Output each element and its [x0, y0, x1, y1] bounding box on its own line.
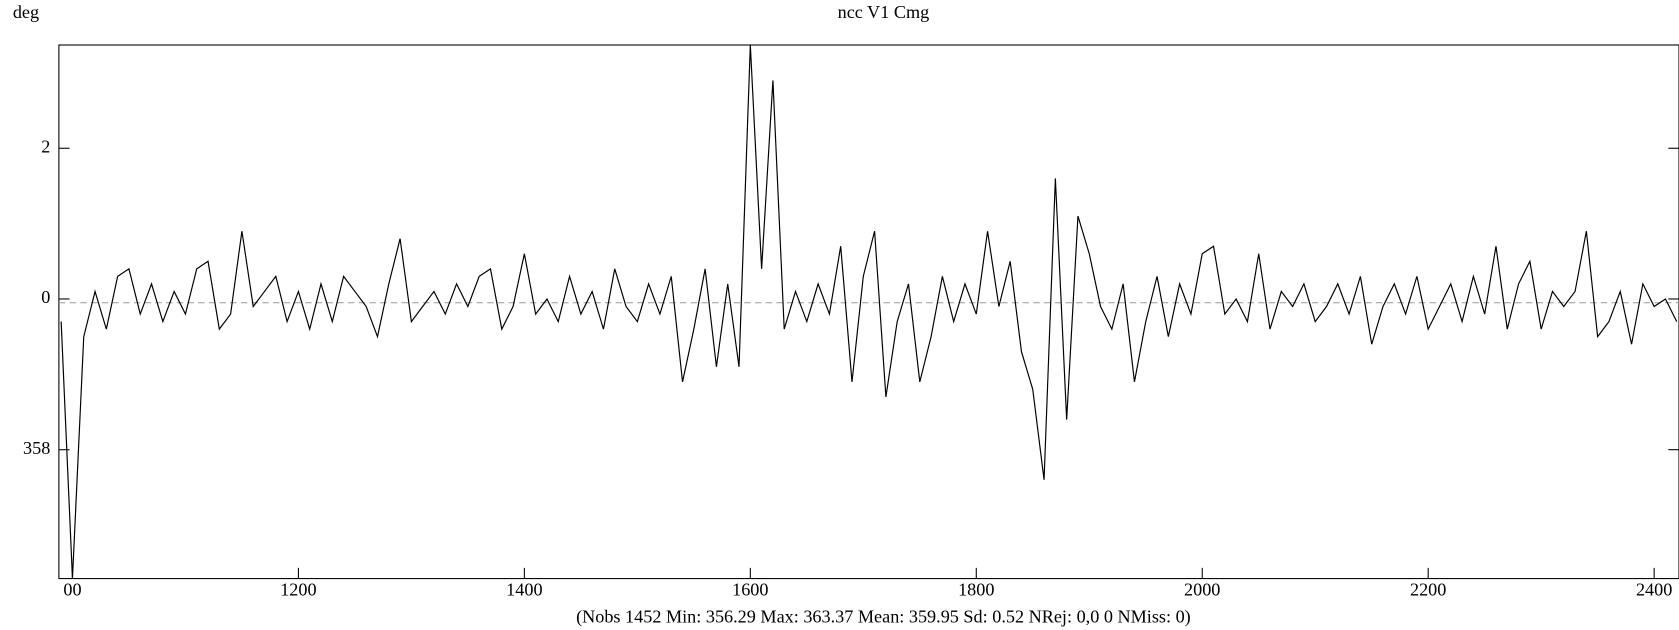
- x-tick-label: 1200: [280, 580, 316, 600]
- footer: (Nobs 1452 Min: 356.29 Max: 363.37 Mean:…: [576, 606, 1191, 627]
- x-tick-label: 1600: [732, 580, 768, 600]
- x-tick-label: 2200: [1410, 580, 1446, 600]
- y-axis-label: deg: [13, 2, 39, 22]
- y-tick-label: 0: [41, 287, 50, 307]
- plot-frame: [58, 44, 1679, 580]
- x-tick-label: 1800: [958, 580, 994, 600]
- x-tick-label: 2000: [1184, 580, 1220, 600]
- x-tick-label: 2400: [1636, 580, 1672, 600]
- chart-title: ncc V1 Cmg: [838, 2, 930, 22]
- y-tick-label: 358: [23, 438, 50, 458]
- data-line: [60, 44, 1678, 579]
- x-tick-label: 1400: [506, 580, 542, 600]
- y-tick-label: 2: [41, 136, 50, 156]
- x-tick-label: 00: [63, 580, 81, 600]
